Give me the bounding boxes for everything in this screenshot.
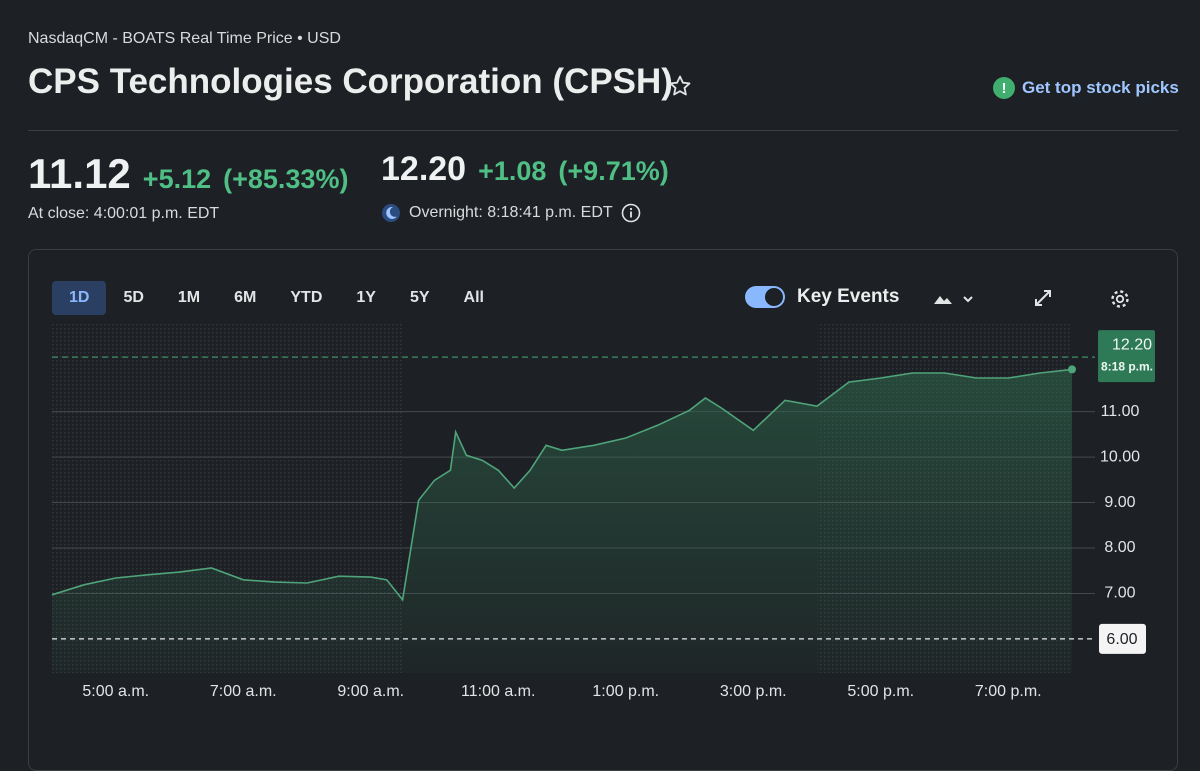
close-percent: (+85.33%) <box>223 164 349 194</box>
range-button[interactable]: 1M <box>177 289 201 306</box>
y-tick-label: 10.00 <box>1100 448 1140 465</box>
close-time: At close: 4:00:01 p.m. EDT <box>28 205 220 222</box>
x-tick-label: 3:00 p.m. <box>720 683 787 700</box>
exchange-info: NasdaqCM - BOATS Real Time Price • USD <box>28 30 341 47</box>
cta-link[interactable]: ! Get top stock picks <box>993 77 1179 99</box>
price-line <box>51 368 1073 602</box>
close-quote: 11.12 +5.12 (+85.33%) <box>28 150 348 198</box>
x-tick-label: 5:00 a.m. <box>82 683 149 700</box>
x-tick-label: 5:00 p.m. <box>847 683 914 700</box>
key-events[interactable]: Key Events <box>745 286 899 308</box>
page: {"header": {"exchange": "NasdaqCM - BOAT… <box>28 30 1179 771</box>
key-events-label[interactable]: Key Events <box>797 286 900 307</box>
x-tick-label: 1:00 p.m. <box>592 683 659 700</box>
price-chart: 7.00 8.00 9.00 10.00 11.00 5:00 a.m. 7:00 a.m.… <box>51 323 1155 700</box>
settings-button[interactable] <box>1109 288 1131 310</box>
info-icon[interactable] <box>621 203 641 223</box>
range-button[interactable]: 6M <box>234 289 257 306</box>
x-tick-label: 11:00 a.m. <box>461 683 535 700</box>
close-change: +5.12 <box>142 164 212 194</box>
price-area <box>52 369 1072 673</box>
x-tick-label: 9:00 a.m. <box>337 683 404 700</box>
last-price-time: 8:18 p.m. <box>1101 359 1153 373</box>
overnight-row: Overnight: 8:18:41 p.m. EDT <box>381 203 641 223</box>
overnight-percent: (+9.71%) <box>558 156 669 186</box>
y-tick-label: 7.00 <box>1104 585 1135 602</box>
divider <box>28 130 1178 131</box>
key-events-toggle[interactable] <box>745 286 785 308</box>
range-button[interactable]: 1Y <box>356 289 376 306</box>
range-button[interactable]: All <box>463 289 484 306</box>
expand-button[interactable] <box>1033 288 1053 308</box>
watchlist-star[interactable] <box>668 74 692 98</box>
range-button[interactable]: YTD <box>290 289 323 306</box>
last-point <box>1068 365 1076 374</box>
previous-close-label: 6.00 <box>1106 631 1137 648</box>
overnight-price: 12.20 <box>381 150 467 188</box>
cta-text[interactable]: Get top stock picks <box>1022 78 1179 97</box>
range-selector: 1D 5D 1M 6M YTD 1Y 5Y All <box>52 281 501 315</box>
y-tick-label: 11.00 <box>1101 403 1140 420</box>
y-tick-label: 8.00 <box>1104 539 1135 556</box>
chart-type-menu[interactable] <box>932 289 978 309</box>
overnight-quote: 12.20 +1.08 (+9.71%) <box>381 150 669 189</box>
range-button[interactable]: 5D <box>123 289 144 306</box>
x-tick-label: 7:00 p.m. <box>975 683 1042 700</box>
page-title: CPS Technologies Corporation (CPSH) <box>28 62 673 101</box>
x-tick-label: 7:00 a.m. <box>210 683 277 700</box>
range-button[interactable]: 1D <box>52 281 107 315</box>
range-button[interactable]: 5Y <box>409 289 430 306</box>
moon-icon <box>382 204 400 222</box>
y-tick-label: 9.00 <box>1104 494 1135 511</box>
previous-close-box <box>1099 623 1146 654</box>
last-price-box <box>1098 330 1155 383</box>
close-price: 11.12 <box>28 150 131 197</box>
last-price-label: 12.20 <box>1112 336 1152 353</box>
overnight-change: +1.08 <box>478 156 547 186</box>
cta-icon: ! <box>993 77 1015 99</box>
overnight-time: Overnight: 8:18:41 p.m. EDT <box>409 204 613 221</box>
